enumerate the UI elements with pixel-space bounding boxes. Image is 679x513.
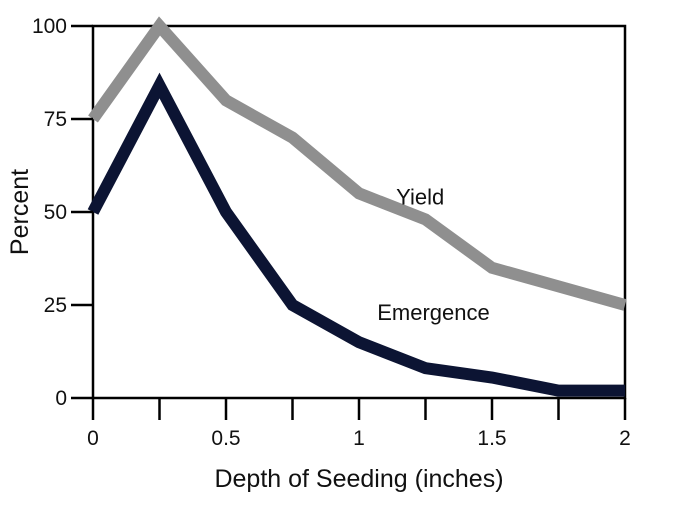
y-tick-label: 0 xyxy=(55,387,67,410)
y-tick-label: 50 xyxy=(44,201,67,224)
x-tick-label: 2 xyxy=(619,427,631,450)
x-tick-label: 0 xyxy=(87,427,99,450)
x-axis-title: Depth of Seeding (inches) xyxy=(214,465,503,493)
x-tick-label: 1.5 xyxy=(477,427,506,450)
y-axis-title: Percent xyxy=(6,169,34,255)
emergence-series-label: Emergence xyxy=(377,300,490,325)
x-tick-label: 0.5 xyxy=(211,427,240,450)
y-tick-label: 25 xyxy=(44,294,67,317)
yield-line xyxy=(88,16,627,311)
x-tick-label: 1 xyxy=(353,427,365,450)
series-layer: Yield Emergence xyxy=(87,16,627,397)
y-tick-label: 100 xyxy=(32,15,67,38)
y-axis: 0 25 50 75 100 xyxy=(32,15,93,410)
y-tick-label: 75 xyxy=(44,108,67,131)
emergence-line xyxy=(87,72,625,397)
x-axis: 0 0.5 1 1.5 2 xyxy=(87,398,631,450)
yield-series-label: Yield xyxy=(396,185,444,210)
